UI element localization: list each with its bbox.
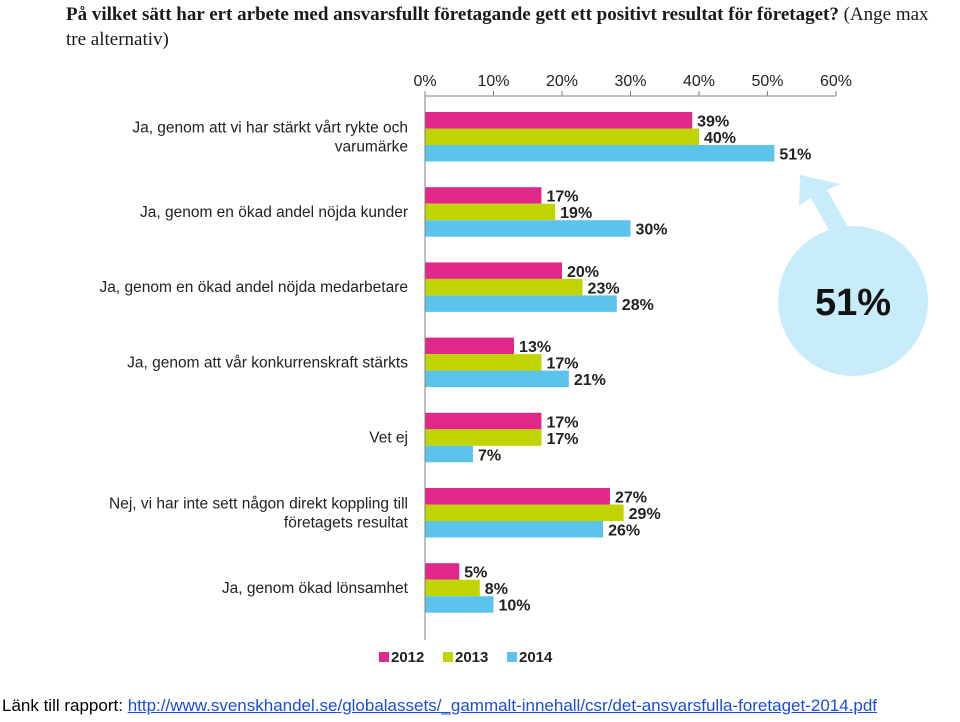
bar-2013 <box>425 504 624 521</box>
legend-swatch-2014 <box>507 652 517 662</box>
bar-2014 <box>425 220 631 237</box>
bar-value-label: 7% <box>478 447 501 464</box>
x-tick-label: 30% <box>614 73 646 90</box>
bar-value-label: 21% <box>574 372 606 389</box>
bar-2012 <box>425 488 610 505</box>
bar-2012 <box>425 563 460 580</box>
bar-2014 <box>425 370 569 388</box>
category-label: Vet ej <box>369 430 408 447</box>
legend-label-2012: 2012 <box>391 649 424 666</box>
category-label: Ja, genom en ökad andel nöjda kunder <box>140 204 408 221</box>
bar-value-label: 40% <box>704 130 736 147</box>
bar-2012 <box>425 112 693 129</box>
category-label: Ja, genom att vi har stärkt vårt rykte o… <box>132 119 408 136</box>
bar-2012 <box>425 412 542 430</box>
bar-2014 <box>425 521 604 538</box>
chart-title-note: (Ange max tre alternativ) <box>66 4 929 50</box>
x-tick-label: 50% <box>751 73 783 90</box>
category-label: Ja, genom en ökad andel nöjda medarbetar… <box>100 279 409 296</box>
bar-value-label: 17% <box>546 431 578 448</box>
bar-value-label: 10% <box>499 598 531 615</box>
bar-value-label: 30% <box>636 222 668 239</box>
bar-value-label: 19% <box>560 205 592 222</box>
bar-chart: 0% 10% 20% 30% 40% 50% 60%39%40%51%Ja, genom a… <box>100 73 928 666</box>
bar-value-label: 20% <box>567 264 599 281</box>
bar-2014 <box>425 145 775 162</box>
bar-value-label: 23% <box>588 280 620 297</box>
callout-value: 51% <box>815 282 891 324</box>
bar-value-label: 29% <box>629 506 661 523</box>
report-link[interactable]: http://www.svenskhandel.se/globalassets/… <box>127 696 878 715</box>
category-label: Nej, vi har inte sett någon direkt koppl… <box>109 495 408 512</box>
bar-2013 <box>425 579 480 597</box>
legend-swatch-2013 <box>443 652 453 662</box>
legend-swatch-2012 <box>379 652 389 662</box>
bar-value-label: 51% <box>779 147 811 164</box>
x-tick-label: 40% <box>683 73 715 90</box>
report-link-row: Länk till rapport: http://www.svenskhand… <box>2 696 960 716</box>
x-tick-label: 10% <box>477 73 509 90</box>
x-tick-label: 60% <box>820 73 852 90</box>
legend-label-2014: 2014 <box>519 649 553 666</box>
x-tick-label: 0% <box>413 73 436 90</box>
bar-value-label: 5% <box>464 565 487 582</box>
bar-value-label: 17% <box>546 414 578 431</box>
bar-2013 <box>425 429 542 446</box>
bar-2014 <box>425 596 494 613</box>
category-label: Ja, genom ökad lönsamhet <box>222 580 409 597</box>
bar-2013 <box>425 203 556 221</box>
bar-2012 <box>425 187 542 204</box>
bar-2013 <box>425 354 542 371</box>
bar-value-label: 26% <box>608 523 640 540</box>
bar-value-label: 27% <box>615 490 647 507</box>
chart-title: På vilket sätt har ert arbete med ansvar… <box>66 2 946 52</box>
bar-value-label: 39% <box>697 114 729 131</box>
callout-bubble <box>778 226 928 376</box>
bar-2013 <box>425 128 699 145</box>
bar-2012 <box>425 337 515 355</box>
bar-2014 <box>425 295 617 312</box>
chart-title-question: På vilket sätt har ert arbete med ansvar… <box>66 4 839 25</box>
bar-value-label: 17% <box>546 356 578 373</box>
bar-2014 <box>425 445 473 463</box>
bar-value-label: 8% <box>485 581 508 598</box>
x-tick-label: 20% <box>546 73 578 90</box>
bar-value-label: 28% <box>622 297 654 314</box>
category-label: varumärke <box>335 138 408 155</box>
report-link-prefix: Länk till rapport: <box>2 696 123 715</box>
category-label: Ja, genom att vår konkurrenskraft stärkt… <box>127 354 408 371</box>
bar-2013 <box>425 278 583 296</box>
bar-value-label: 13% <box>519 339 551 356</box>
bar-value-label: 17% <box>546 189 578 206</box>
legend-label-2013: 2013 <box>455 649 488 666</box>
bar-2012 <box>425 262 562 279</box>
category-label: företagets resultat <box>284 514 409 531</box>
